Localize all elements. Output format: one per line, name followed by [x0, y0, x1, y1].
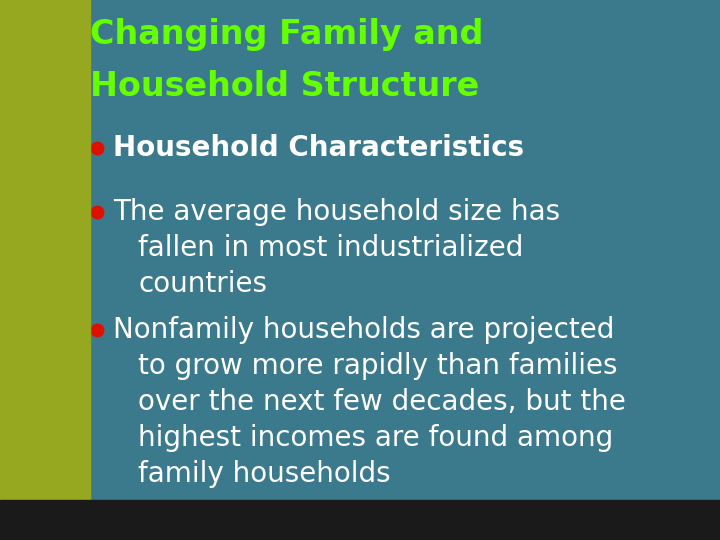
- Text: over the next few decades, but the: over the next few decades, but the: [138, 388, 626, 416]
- Text: Household Structure: Household Structure: [90, 70, 480, 103]
- Text: Changing Family and: Changing Family and: [90, 18, 483, 51]
- Text: Nonfamily households are projected: Nonfamily households are projected: [113, 316, 614, 344]
- Text: COPYRIGHT © 2006 Thomson South-Western, a part of The Thomson Corporation. Thoms: COPYRIGHT © 2006 Thomson South-Western, …: [90, 510, 711, 530]
- Text: countries: countries: [138, 270, 267, 298]
- Text: highest incomes are found among: highest incomes are found among: [138, 424, 613, 452]
- Text: to grow more rapidly than families: to grow more rapidly than families: [138, 352, 618, 380]
- Text: family households: family households: [138, 460, 391, 488]
- Text: fallen in most industrialized: fallen in most industrialized: [138, 234, 523, 262]
- Text: Household Characteristics: Household Characteristics: [113, 134, 524, 162]
- Text: The average household size has: The average household size has: [113, 198, 560, 226]
